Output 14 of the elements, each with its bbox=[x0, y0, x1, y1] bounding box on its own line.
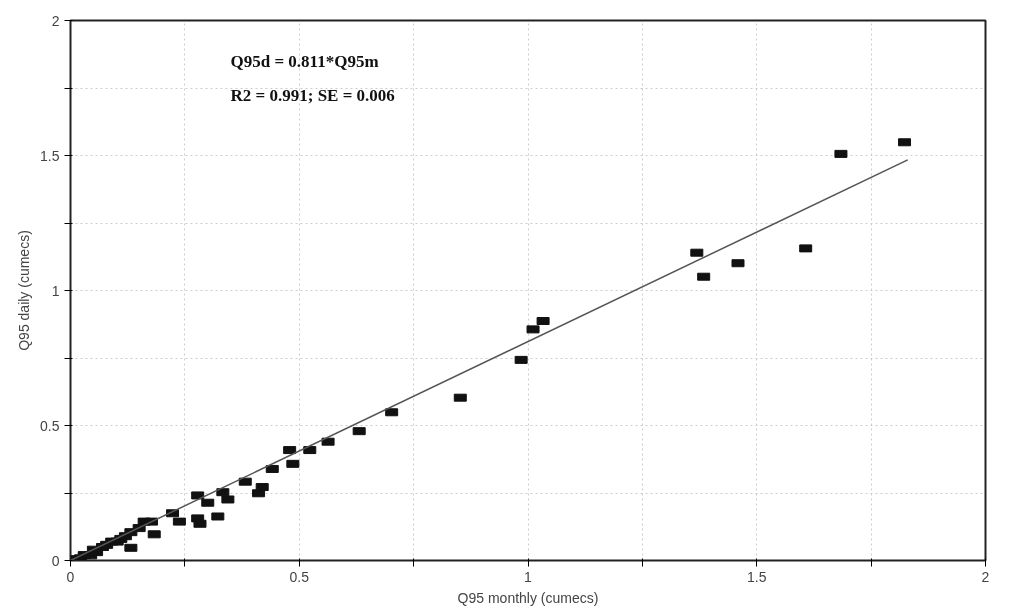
y-tick-label: 0 bbox=[51, 552, 60, 569]
annotation: R2 = 0.991; SE = 0.006 bbox=[230, 85, 395, 105]
y-tick-label: 2 bbox=[51, 12, 60, 29]
y-tick-label: 0.5 bbox=[40, 417, 60, 434]
x-tick-label: 0 bbox=[66, 568, 75, 585]
y-tick-label: 1 bbox=[51, 282, 60, 299]
x-axis-title: Q95 monthly (cumecs) bbox=[457, 589, 599, 606]
x-tick-label: 1 bbox=[524, 568, 533, 585]
x-tick-label: 1.5 bbox=[747, 568, 767, 585]
x-tick-label: 0.5 bbox=[289, 568, 310, 585]
x-tick-label: 2 bbox=[981, 568, 990, 585]
annotation: Q95d = 0.811*Q95m bbox=[230, 51, 379, 71]
y-axis-title: Q95 daily (cumecs) bbox=[16, 230, 33, 351]
y-tick-label: 1.5 bbox=[40, 147, 60, 164]
